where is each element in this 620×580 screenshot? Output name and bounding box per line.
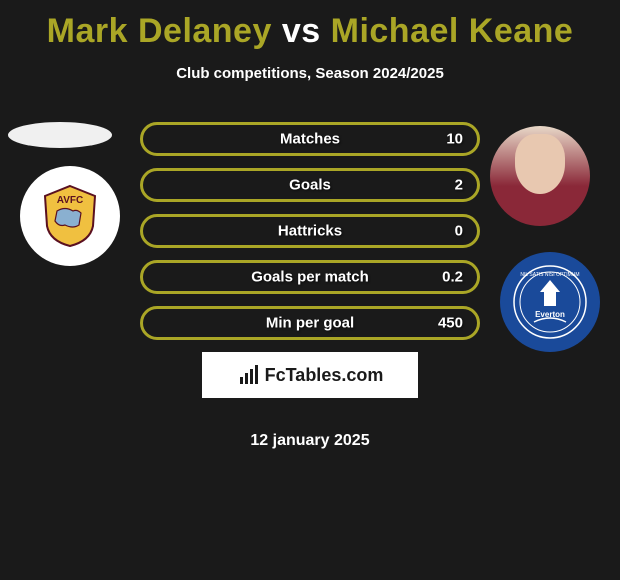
stat-label: Min per goal (266, 315, 354, 332)
card-title: Mark Delaney vs Michael Keane (0, 0, 620, 51)
avfc-crest-icon: AVFC (35, 181, 105, 251)
player2-name: Michael Keane (331, 12, 574, 50)
stats-panel: Matches 10 Goals 2 Hattricks 0 Goals per… (140, 122, 480, 352)
stat-row-goals-per-match: Goals per match 0.2 (140, 260, 480, 294)
brand-badge: FcTables.com (202, 352, 418, 398)
stat-label: Matches (280, 131, 340, 148)
stat-row-hattricks: Hattricks 0 (140, 214, 480, 248)
everton-crest-icon: Everton NIL SATIS NISI OPTIMUM (510, 262, 590, 342)
stat-row-goals: Goals 2 (140, 168, 480, 202)
stat-label: Goals per match (251, 269, 369, 286)
stat-label: Hattricks (278, 223, 342, 240)
svg-text:AVFC: AVFC (57, 195, 83, 206)
card-date: 12 january 2025 (0, 432, 620, 450)
subtitle: Club competitions, Season 2024/2025 (0, 65, 620, 82)
stat-row-matches: Matches 10 (140, 122, 480, 156)
player1-club-crest: AVFC (20, 166, 120, 266)
stat-value-right: 10 (446, 131, 463, 148)
player1-avatar (8, 122, 112, 148)
stat-value-right: 0.2 (442, 269, 463, 286)
brand-text: FcTables.com (265, 365, 384, 386)
player2-avatar (490, 126, 590, 226)
stat-row-min-per-goal: Min per goal 450 (140, 306, 480, 340)
comparison-card: Mark Delaney vs Michael Keane Club compe… (0, 0, 620, 580)
player2-club-crest: Everton NIL SATIS NISI OPTIMUM (500, 252, 600, 352)
chart-icon (237, 363, 261, 387)
vs-text: vs (282, 12, 321, 50)
svg-text:NIL SATIS NISI OPTIMUM: NIL SATIS NISI OPTIMUM (520, 272, 579, 278)
stat-label: Goals (289, 177, 331, 194)
player1-name: Mark Delaney (47, 12, 272, 50)
stat-value-right: 450 (438, 315, 463, 332)
stat-value-right: 0 (455, 223, 463, 240)
stat-value-right: 2 (455, 177, 463, 194)
